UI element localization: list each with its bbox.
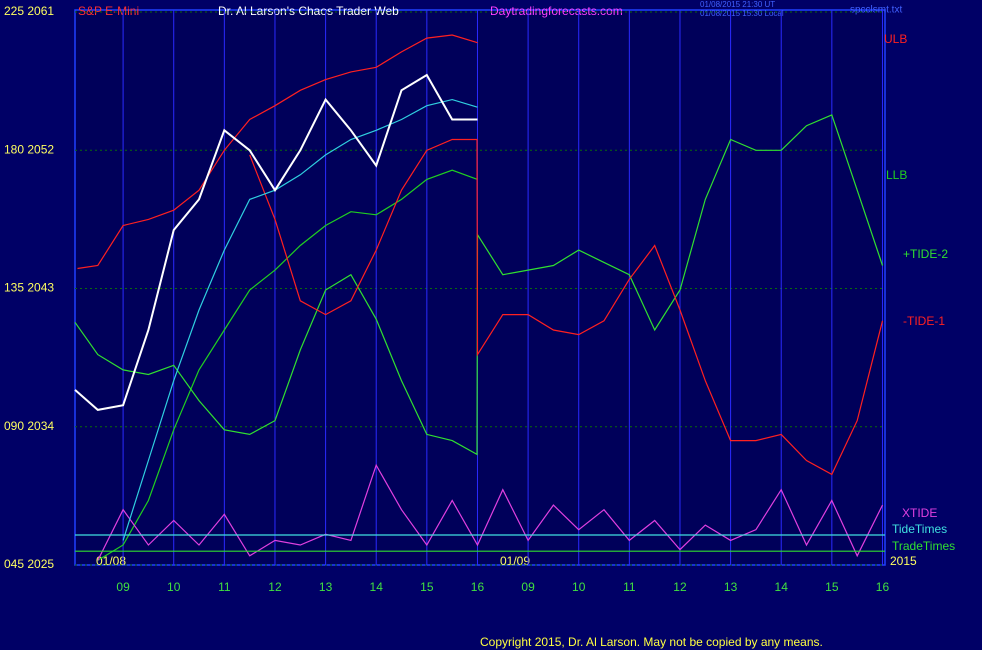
legend-label: +TIDE-2	[903, 247, 948, 261]
series-line	[122, 98, 478, 541]
series-line	[97, 463, 884, 561]
series-line	[74, 73, 478, 411]
x-tick-label: 11	[218, 580, 231, 594]
x-tick-label: 12	[268, 580, 282, 594]
x-tick-label: 12	[673, 580, 687, 594]
file-name: spcclsmt.txt	[850, 5, 902, 16]
plot-area	[74, 9, 886, 566]
legend-label: -TIDE-1	[903, 314, 945, 328]
series-line	[97, 169, 478, 561]
y-tick-label: 090 2034	[4, 419, 54, 433]
y-tick-label: 135 2043	[4, 281, 54, 295]
x-tick-label: 10	[572, 580, 586, 594]
x-tick-label: 14	[370, 580, 384, 594]
series-line	[77, 34, 478, 270]
y-tick-label: 225 2061	[4, 4, 54, 18]
x-tick-label: 09	[116, 580, 130, 594]
copyright: Copyright 2015, Dr. Al Larson. May not b…	[480, 635, 823, 649]
symbol: S&P E-Mini	[78, 4, 139, 18]
x-tick-label: 16	[876, 580, 890, 594]
x-tick-label: 14	[775, 580, 789, 594]
site: Daytradingforecasts.com	[490, 4, 623, 18]
x-tick-label: 11	[623, 580, 636, 594]
x-tick-label: 13	[319, 580, 333, 594]
x-tick-label: 10	[167, 580, 181, 594]
legend-label: LLB	[886, 168, 907, 182]
legend-label: ULB	[884, 32, 907, 46]
series-line	[249, 138, 884, 476]
x-tick-label: 09	[521, 580, 535, 594]
chart-title: Dr. Al Larson's Chaos Trader Web	[218, 4, 399, 18]
y-tick-label: 180 2052	[4, 142, 54, 156]
y-tick-label: 045 2025	[4, 557, 54, 571]
x-tick-label: 15	[825, 580, 839, 594]
legend-label: TradeTimes	[892, 539, 955, 553]
x-tick-label: 13	[724, 580, 738, 594]
year-label: 2015	[890, 554, 917, 568]
legend-label: TideTimes	[892, 522, 947, 536]
x-tick-label: 15	[420, 580, 434, 594]
x-tick-label: 16	[471, 580, 485, 594]
timestamp: 01/08/2015 15:30 Local	[700, 9, 784, 18]
timestamp: 01/08/2015 21:30 UT	[700, 0, 775, 9]
legend-label: XTIDE	[902, 506, 937, 520]
date-label: 01/09	[500, 554, 530, 568]
date-label: 01/08	[96, 554, 126, 568]
